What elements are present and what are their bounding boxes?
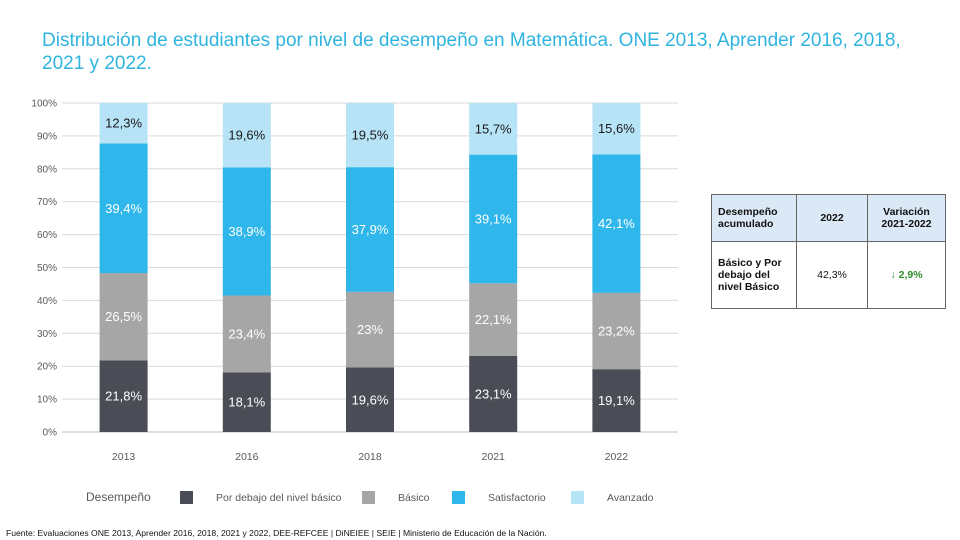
bar-segment — [222, 103, 271, 168]
y-tick-label: 90% — [37, 131, 57, 142]
data-label: 42,1% — [598, 216, 635, 231]
data-label: 21,8% — [105, 389, 142, 404]
y-tick-label: 40% — [37, 296, 57, 307]
y-tick-label: 30% — [37, 329, 57, 340]
table-row: Básico y Por debajo del nivel Básico 42,… — [711, 241, 946, 309]
table-header-year: 2022 — [796, 194, 868, 242]
data-label: 22,1% — [475, 312, 512, 327]
legend-swatch — [362, 491, 375, 504]
table-header-variation: Variación 2021-2022 — [867, 194, 946, 242]
legend-swatch — [180, 491, 193, 504]
bar-segment — [99, 143, 148, 274]
table-row-variation: ↓ 2,9% — [867, 241, 946, 309]
legend-label: Satisfactorio — [488, 492, 546, 504]
legend-label: Avanzado — [607, 492, 654, 504]
bar-segment — [469, 154, 518, 284]
bar-segment — [99, 103, 148, 144]
data-label: 19,1% — [598, 393, 635, 408]
arrow-down-icon: ↓ — [890, 269, 896, 281]
y-tick-label: 60% — [37, 230, 57, 241]
bar-segment — [222, 372, 271, 432]
y-tick-label: 10% — [37, 395, 57, 406]
x-tick-label: 2018 — [358, 451, 382, 463]
x-tick-label: 2013 — [112, 451, 136, 463]
variation-value: 2,9% — [898, 269, 923, 281]
legend-swatch — [452, 491, 465, 504]
data-label: 19,6% — [228, 128, 265, 143]
data-label: 15,6% — [598, 121, 635, 136]
legend-label: Básico — [398, 492, 430, 504]
x-tick-label: 2021 — [482, 451, 506, 463]
bar-segment — [346, 367, 394, 432]
y-tick-label: 70% — [37, 197, 57, 208]
data-label: 19,6% — [352, 392, 389, 407]
bar-segment — [469, 356, 518, 432]
y-tick-label: 80% — [37, 164, 57, 175]
legend-swatch — [571, 491, 584, 504]
bar-segment — [222, 295, 271, 373]
data-label: 39,4% — [105, 201, 142, 216]
bar-segment — [469, 103, 518, 155]
data-label: 26,5% — [105, 309, 142, 324]
source-note: Fuente: Evaluaciones ONE 2013, Aprender … — [6, 528, 547, 538]
data-label: 23,4% — [228, 326, 265, 341]
stacked-bar-chart: 0% 10% 20% 30% 40% 50% 60% 70% 80% 90% 100% 21,8% 26… — [31, 99, 678, 504]
data-label: 19,5% — [352, 128, 389, 143]
legend-title: Desempeño — [86, 490, 151, 504]
table-header-performance: Desempeño acumulado — [711, 194, 797, 242]
data-label: 37,9% — [352, 222, 389, 237]
bar-segment — [469, 283, 518, 357]
bar-segment — [592, 154, 641, 293]
data-label: 12,3% — [105, 116, 142, 131]
y-tick-label: 20% — [37, 362, 57, 373]
data-label: 15,7% — [475, 121, 512, 136]
data-label: 39,1% — [475, 211, 512, 226]
legend-label: Por debajo del nivel básico — [216, 492, 342, 504]
bar-segment — [346, 167, 394, 292]
data-label: 38,9% — [228, 224, 265, 239]
bar-segment — [346, 103, 394, 168]
x-tick-label: 2016 — [235, 451, 259, 463]
cumulative-performance-table: Desempeño acumulado 2022 Variación 2021-… — [711, 194, 946, 309]
y-tick-label: 100% — [31, 99, 57, 110]
bar-segment — [592, 103, 641, 155]
data-label: 23% — [357, 322, 383, 337]
bar-segment — [592, 369, 641, 432]
chart-title: Distribución de estudiantes por nivel de… — [42, 30, 901, 74]
table-row-value: 42,3% — [796, 241, 868, 309]
table-header-row: Desempeño acumulado 2022 Variación 2021-… — [711, 194, 946, 242]
data-label: 23,2% — [598, 323, 635, 338]
bar-segment — [99, 273, 148, 361]
bar-segment — [346, 291, 394, 368]
data-label: 18,1% — [228, 395, 265, 410]
bar-segment — [99, 360, 148, 432]
y-tick-label: 50% — [37, 263, 57, 274]
x-tick-label: 2022 — [605, 451, 629, 463]
bar-segment — [222, 167, 271, 296]
y-tick-label: 0% — [43, 428, 58, 439]
data-label: 23,1% — [475, 387, 512, 402]
table-row-label: Básico y Por debajo del nivel Básico — [711, 241, 797, 309]
bar-segment — [592, 292, 641, 370]
